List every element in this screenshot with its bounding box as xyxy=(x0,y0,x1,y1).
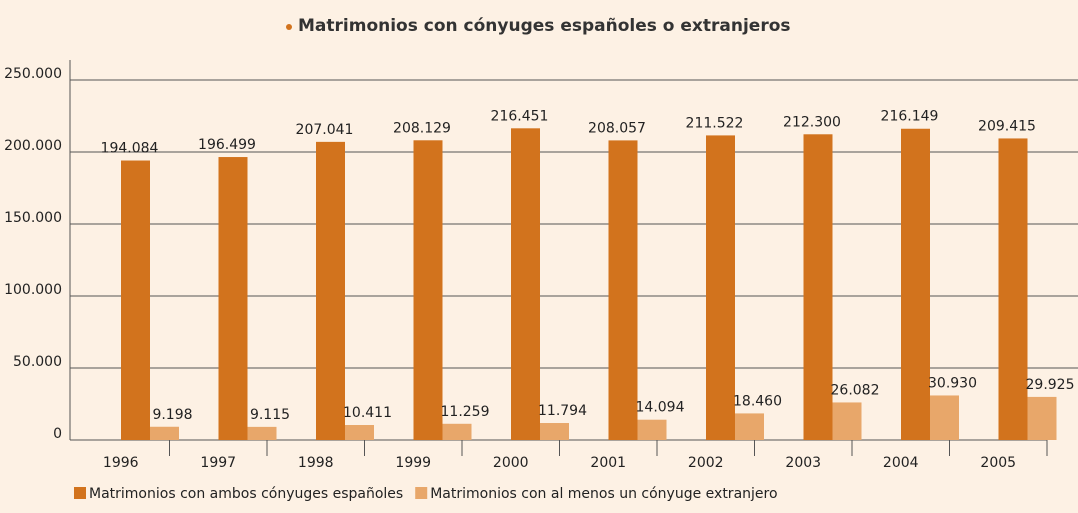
value-label: 208.057 xyxy=(588,120,646,136)
x-tick-label: 2002 xyxy=(688,455,724,471)
legend-label: Matrimonios con al menos un cónyuge extr… xyxy=(430,486,777,502)
bar xyxy=(803,134,833,440)
value-label: 196.499 xyxy=(198,137,256,153)
value-label: 209.415 xyxy=(978,118,1036,134)
x-tick-label: 1998 xyxy=(298,455,334,471)
y-tick-label: 200.000 xyxy=(4,138,62,154)
value-label: 26.082 xyxy=(831,382,880,398)
value-label: 212.300 xyxy=(783,114,841,130)
value-label: 11.259 xyxy=(441,404,490,420)
bar xyxy=(247,426,277,440)
bar xyxy=(150,426,179,440)
bar xyxy=(930,395,959,440)
title-bullet xyxy=(286,24,292,30)
x-tick-label: 1999 xyxy=(395,455,431,471)
legend-swatch xyxy=(74,487,86,499)
value-label: 30.930 xyxy=(928,375,977,391)
value-label: 211.522 xyxy=(686,115,744,131)
x-tick-label: 2004 xyxy=(883,455,919,471)
value-label: 9.198 xyxy=(152,407,192,423)
bar xyxy=(832,402,862,440)
legend-swatch xyxy=(415,487,428,499)
bar xyxy=(608,140,638,440)
y-tick-label: 50.000 xyxy=(13,354,62,370)
bar xyxy=(511,128,540,441)
value-label: 9.115 xyxy=(250,407,290,423)
bar xyxy=(121,160,150,440)
value-label: 207.041 xyxy=(296,122,354,138)
bar xyxy=(706,135,735,440)
bar xyxy=(998,138,1028,441)
value-label: 194.084 xyxy=(101,141,159,157)
x-tick-label: 1996 xyxy=(103,455,139,471)
y-tick-label: 100.000 xyxy=(4,282,62,298)
x-tick-label: 2003 xyxy=(785,455,821,471)
x-tick-label: 1997 xyxy=(200,455,236,471)
bar xyxy=(316,141,345,440)
bar xyxy=(1027,396,1057,440)
value-label: 216.149 xyxy=(881,109,939,125)
bar xyxy=(735,413,764,440)
value-label: 208.129 xyxy=(393,120,451,136)
y-tick-label: 250.000 xyxy=(4,66,62,82)
y-tick-label: 0 xyxy=(53,426,62,442)
chart-title: Matrimonios con cónyuges españoles o ext… xyxy=(298,16,791,36)
bar xyxy=(413,140,443,440)
bar xyxy=(442,423,472,440)
x-tick-label: 2000 xyxy=(493,455,529,471)
bar xyxy=(637,419,667,440)
value-label: 14.094 xyxy=(636,400,685,416)
value-label: 10.411 xyxy=(343,405,392,421)
value-label: 216.451 xyxy=(491,108,549,124)
legend-label: Matrimonios con ambos cónyuges españoles xyxy=(89,486,403,502)
value-label: 11.794 xyxy=(538,403,587,419)
value-label: 18.460 xyxy=(733,393,782,409)
x-tick-label: 2001 xyxy=(590,455,626,471)
value-label: 29.925 xyxy=(1026,377,1075,393)
bar xyxy=(540,423,569,440)
bar xyxy=(901,128,930,441)
bar xyxy=(218,157,248,440)
x-tick-label: 2005 xyxy=(980,455,1016,471)
bar xyxy=(345,425,374,440)
y-tick-label: 150.000 xyxy=(4,210,62,226)
